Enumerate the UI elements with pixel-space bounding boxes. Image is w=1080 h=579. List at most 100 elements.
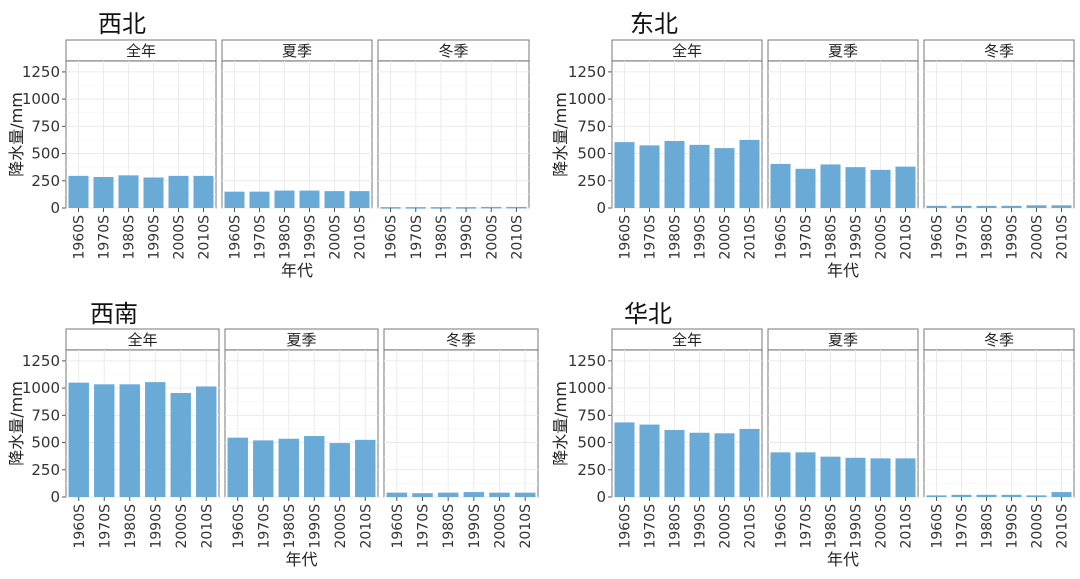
- y-tick-label: 1250: [568, 63, 606, 81]
- bar: [770, 452, 791, 497]
- bar: [714, 148, 735, 208]
- bar: [1026, 205, 1047, 208]
- x-tick-label: 2010S: [1055, 215, 1071, 260]
- x-tick-label: 1990S: [459, 215, 475, 260]
- x-tick-label: 1970S: [256, 504, 272, 549]
- bar: [506, 206, 527, 209]
- x-tick-label: 1990S: [1005, 215, 1021, 260]
- bar: [664, 141, 685, 208]
- facet-panel-全年: 全年 1960S 1970S 1980S 1990S 2000S 2010S: [611, 39, 763, 260]
- x-tick-label: 1970S: [97, 504, 113, 549]
- x-axis-label: 年代: [281, 261, 313, 280]
- y-tick-label: 250: [31, 461, 60, 479]
- x-tick-label: 1970S: [955, 215, 971, 260]
- bar: [739, 428, 760, 497]
- bar: [380, 207, 401, 209]
- bar: [93, 176, 114, 208]
- y-tick-label: 750: [31, 117, 60, 135]
- y-tick-label: 250: [577, 172, 606, 190]
- region-title: 西北: [98, 10, 146, 38]
- x-tick-label: 2010S: [518, 504, 534, 549]
- y-tick-label: 750: [577, 406, 606, 424]
- bar: [639, 145, 660, 208]
- y-tick-label: 0: [50, 199, 60, 217]
- x-tick-label: 2000S: [484, 215, 500, 260]
- x-tick-label: 1990S: [693, 504, 709, 549]
- bar: [68, 382, 89, 497]
- bar: [193, 175, 214, 208]
- facet-label: 冬季: [984, 42, 1014, 60]
- x-tick-label: 1990S: [147, 215, 163, 260]
- x-tick-label: 2010S: [199, 504, 215, 549]
- x-tick-label: 2000S: [493, 504, 509, 549]
- facet-label: 全年: [127, 331, 157, 349]
- x-tick-label: 1980S: [278, 215, 294, 260]
- bar: [168, 175, 189, 208]
- bar: [614, 422, 635, 497]
- facet-panel-夏季: 夏季 1960S 1970S 1980S 1990S 2000S 2010S: [221, 39, 373, 260]
- x-tick-label: 1960S: [618, 215, 634, 260]
- bar: [951, 205, 972, 208]
- y-tick-label: 1250: [22, 352, 60, 370]
- facet-panel-冬季: 冬季 1960S 1970S 1980S 1990S 2000S 2010S: [383, 328, 539, 549]
- x-tick-label: 2000S: [328, 215, 344, 260]
- x-tick-label: 1990S: [307, 504, 323, 549]
- bar: [253, 440, 274, 497]
- x-tick-label: 1980S: [824, 504, 840, 549]
- bar: [119, 384, 140, 497]
- x-tick-label: 1980S: [282, 504, 298, 549]
- bar: [795, 168, 816, 208]
- bar: [304, 436, 325, 497]
- x-tick-label: 2010S: [899, 215, 915, 260]
- facet-label: 冬季: [438, 42, 468, 60]
- region-title: 东北: [630, 10, 678, 38]
- facet-label: 全年: [672, 42, 702, 60]
- region-title: 西南: [90, 300, 138, 328]
- x-tick-label: 1990S: [303, 215, 319, 260]
- x-tick-label: 1960S: [384, 215, 400, 260]
- bar: [143, 177, 164, 208]
- x-tick-label: 1980S: [668, 504, 684, 549]
- bar: [227, 437, 248, 497]
- x-tick-label: 2000S: [172, 215, 188, 260]
- x-tick-label: 1980S: [980, 504, 996, 549]
- bar: [1051, 492, 1072, 497]
- x-tick-label: 1970S: [416, 504, 432, 549]
- x-tick-label: 1990S: [148, 504, 164, 549]
- x-tick-label: 2000S: [718, 215, 734, 260]
- bar: [299, 190, 320, 208]
- bar: [118, 175, 139, 208]
- y-tick-label: 500: [577, 434, 606, 452]
- x-tick-label: 1980S: [668, 215, 684, 260]
- bar: [820, 456, 841, 497]
- x-tick-label: 1970S: [643, 504, 659, 549]
- x-tick-label: 1960S: [774, 504, 790, 549]
- x-tick-label: 1960S: [231, 504, 247, 549]
- bar: [249, 191, 270, 208]
- facet-label: 全年: [126, 42, 156, 60]
- bar: [94, 384, 115, 497]
- bar: [463, 492, 485, 497]
- bar: [329, 443, 350, 497]
- facet-panel-全年: 全年 1960S 1970S 1980S 1990S 2000S 2010S: [65, 328, 220, 549]
- bar: [437, 492, 459, 497]
- x-tick-label: 1960S: [72, 504, 88, 549]
- facet-panel-全年: 全年 1960S 1970S 1980S 1990S 2000S 2010S: [65, 39, 217, 260]
- x-tick-label: 1960S: [930, 504, 946, 549]
- bar: [689, 144, 710, 208]
- x-tick-label: 2010S: [1055, 504, 1071, 549]
- facet-label: 冬季: [984, 331, 1014, 349]
- x-tick-label: 1970S: [97, 215, 113, 260]
- x-tick-label: 1960S: [618, 504, 634, 549]
- x-tick-label: 1970S: [799, 504, 815, 549]
- bar: [926, 495, 947, 497]
- x-tick-label: 1970S: [955, 504, 971, 549]
- x-tick-label: 1980S: [824, 215, 840, 260]
- facet-panel-冬季: 冬季 1960S 1970S 1980S 1990S 2000S 2010S: [923, 39, 1075, 260]
- bar: [456, 207, 477, 209]
- bar: [349, 191, 370, 208]
- x-tick-label: 2000S: [1030, 504, 1046, 549]
- x-tick-label: 1990S: [693, 215, 709, 260]
- facet-label: 夏季: [828, 331, 858, 349]
